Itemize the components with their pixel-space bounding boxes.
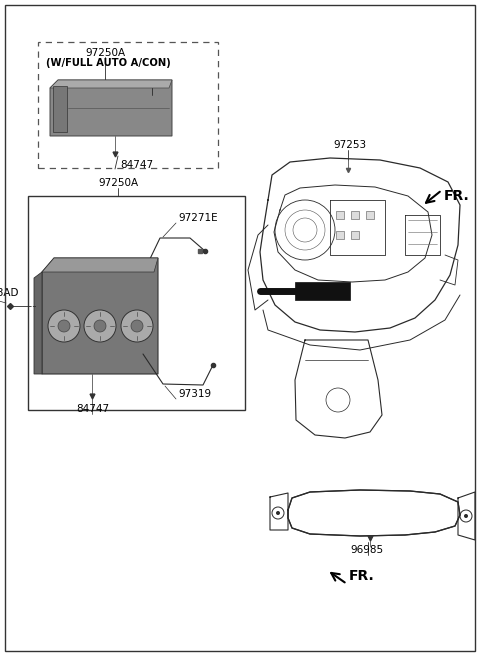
Bar	[295, 282, 350, 300]
Text: 97271E: 97271E	[178, 213, 217, 223]
Text: (W/FULL AUTO A/CON): (W/FULL AUTO A/CON)	[46, 58, 171, 68]
Circle shape	[58, 320, 70, 332]
Polygon shape	[34, 272, 42, 374]
Text: 96985: 96985	[350, 545, 383, 555]
Bar	[336, 211, 344, 219]
Circle shape	[94, 320, 106, 332]
Polygon shape	[42, 258, 158, 272]
Polygon shape	[50, 80, 172, 136]
Bar	[53, 86, 67, 132]
Circle shape	[276, 511, 280, 515]
Bar	[28, 196, 245, 410]
Text: 1018AD: 1018AD	[0, 288, 20, 298]
Bar	[351, 231, 359, 239]
Text: 97253: 97253	[333, 140, 366, 150]
Bar	[336, 231, 344, 239]
Text: FR.: FR.	[349, 569, 375, 583]
Text: 97250A: 97250A	[98, 178, 138, 188]
Text: 84747: 84747	[76, 404, 109, 414]
Circle shape	[121, 310, 153, 342]
Circle shape	[48, 310, 80, 342]
Circle shape	[464, 514, 468, 518]
Polygon shape	[50, 80, 172, 88]
Bar	[366, 211, 374, 219]
Polygon shape	[288, 490, 460, 536]
Text: 84747: 84747	[120, 160, 153, 170]
Text: 97250A: 97250A	[85, 48, 125, 58]
Circle shape	[84, 310, 116, 342]
Text: 97319: 97319	[178, 389, 211, 399]
Text: FR.: FR.	[444, 189, 470, 203]
Polygon shape	[42, 258, 158, 374]
Circle shape	[131, 320, 143, 332]
Bar	[351, 211, 359, 219]
Bar	[38, 42, 218, 168]
